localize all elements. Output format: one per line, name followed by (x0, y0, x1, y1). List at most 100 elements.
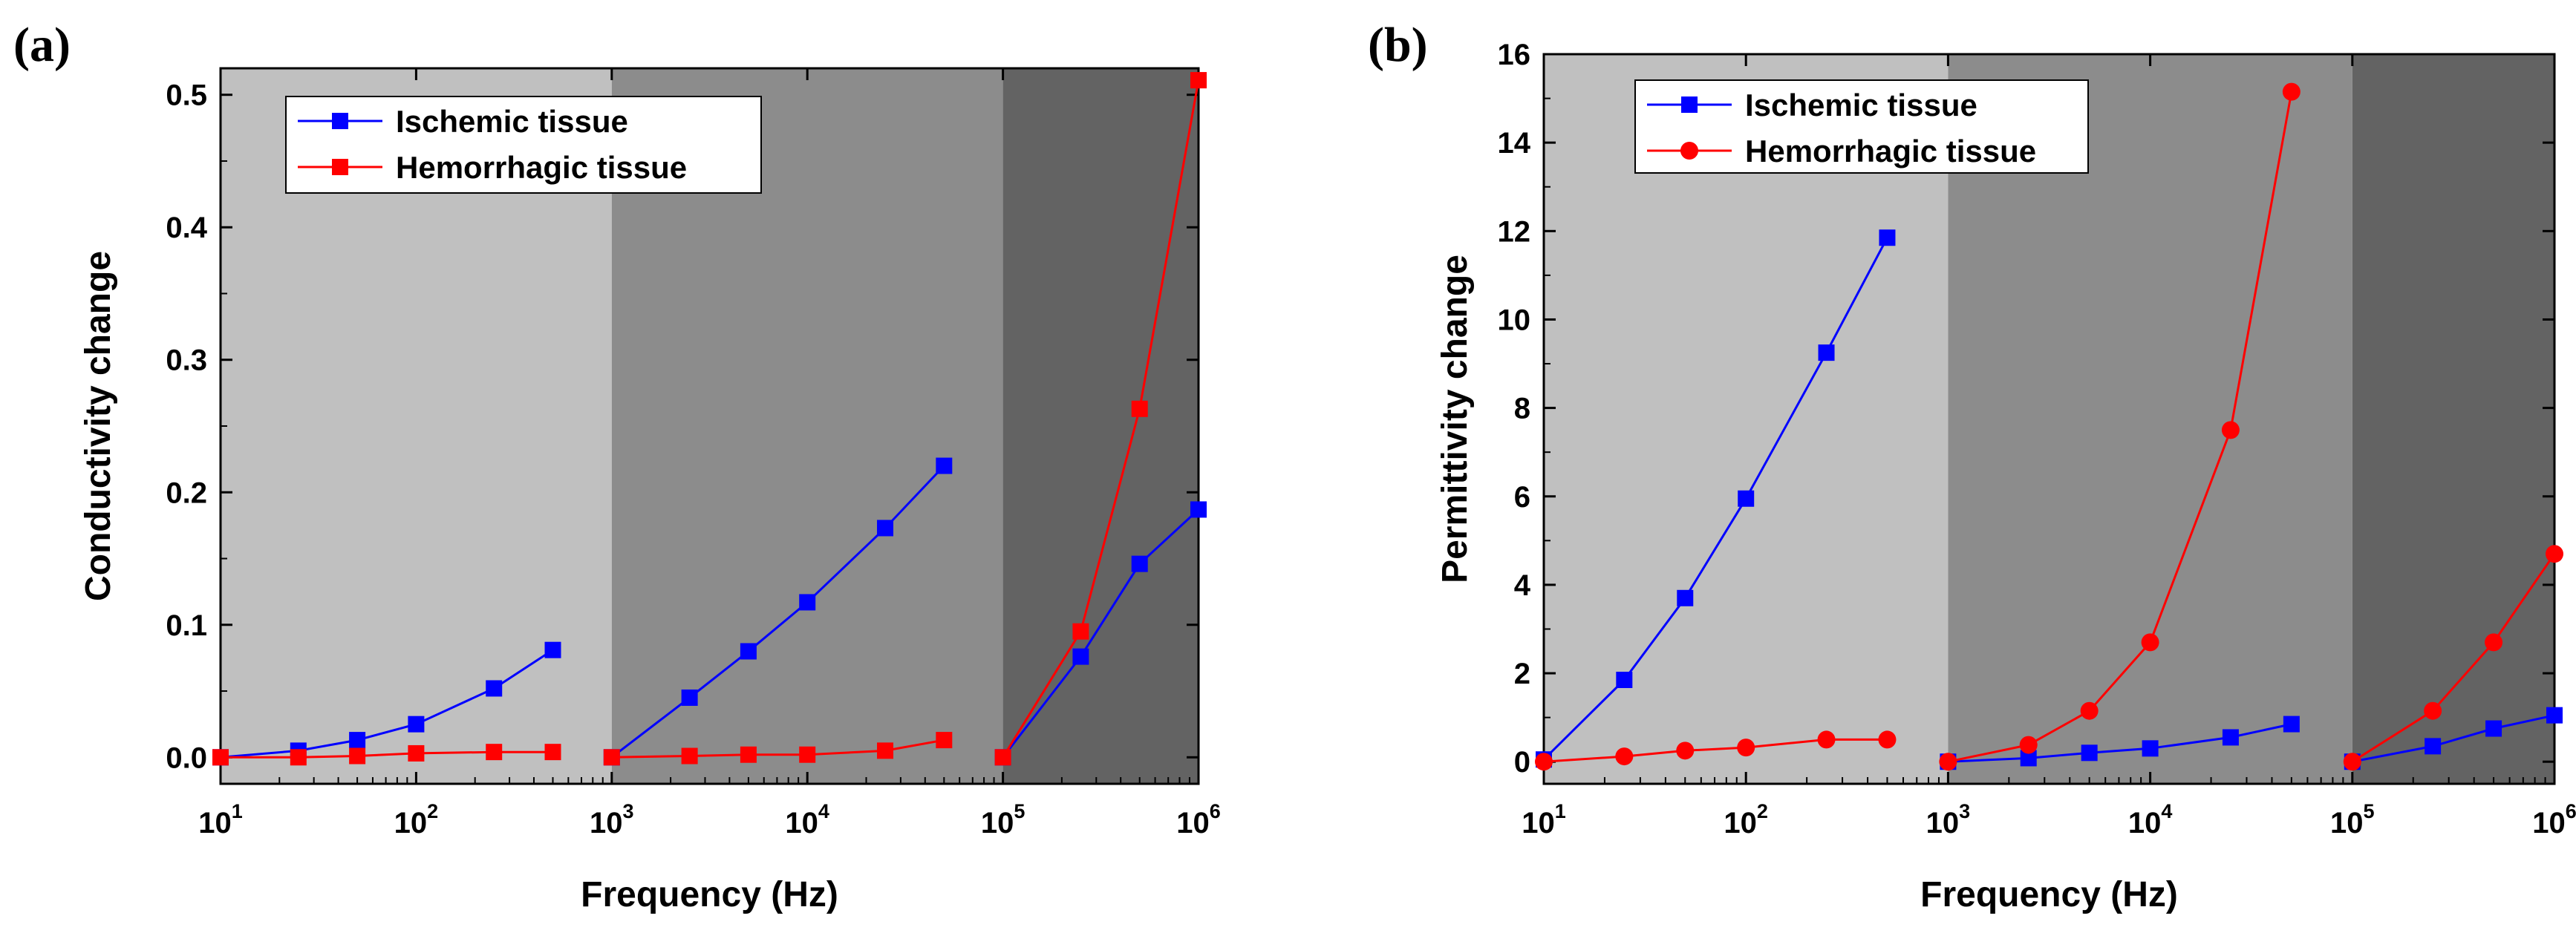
series-line-segment (1948, 723, 2292, 763)
legend-marker (1681, 96, 1698, 113)
series-line-segment (1002, 508, 1200, 759)
y-tick-label: 0.4 (166, 212, 207, 244)
data-point (740, 746, 757, 763)
y-tick-label: 0.3 (166, 344, 207, 377)
data-point (1879, 229, 1896, 246)
y-tick-label: 10 (1498, 304, 1531, 336)
y-tick-label: 8 (1514, 393, 1530, 425)
data-point (2020, 750, 2037, 767)
data-point (994, 749, 1011, 766)
series-line-segment (1542, 237, 1888, 761)
data-point (408, 744, 425, 762)
data-point (2425, 738, 2442, 755)
data-point (2222, 729, 2239, 746)
series-hemorrhagic (1535, 82, 2563, 771)
data-point (1737, 739, 1755, 757)
series-line-segment (1543, 738, 1888, 763)
data-point (1131, 400, 1148, 417)
data-point (486, 744, 503, 761)
data-point (936, 732, 953, 749)
data-point (799, 594, 816, 611)
data-point (877, 742, 894, 759)
data-point (2424, 701, 2442, 720)
series-line-segment (1002, 79, 1200, 759)
data-point (1677, 589, 1694, 606)
x-tick-label: 102 (394, 800, 439, 839)
data-point (877, 520, 894, 537)
data-point (1615, 747, 1634, 766)
data-point (2546, 707, 2563, 724)
data-point (1190, 72, 1207, 89)
series-line-segment (220, 649, 554, 759)
data-point (1072, 623, 1089, 640)
x-tick-label: 105 (981, 800, 1025, 839)
y-tick-label: 0.0 (166, 742, 207, 774)
data-point (1939, 753, 1957, 771)
x-tick-label: 105 (2330, 800, 2375, 839)
y-axis-title: Conductivity change (79, 251, 118, 601)
data-point (1817, 730, 1836, 749)
data-point (1878, 730, 1897, 749)
legend-label: Hemorrhagic tissue (396, 150, 687, 185)
data-point (1072, 648, 1089, 665)
y-tick-label: 16 (1498, 39, 1531, 71)
shaded-region-3 (2352, 54, 2554, 784)
series-line-segment (611, 739, 945, 759)
data-point (2485, 633, 2503, 652)
y-tick-label: 0.2 (166, 477, 207, 509)
legend-label: Ischemic tissue (1745, 88, 1977, 122)
x-tick-label: 102 (1724, 800, 1768, 839)
y-tick-label: 6 (1514, 481, 1530, 514)
y-tick-label: 4 (1514, 569, 1531, 602)
series-ischemic (212, 457, 1207, 766)
y-tick-label: 12 (1498, 215, 1531, 248)
data-point (349, 732, 366, 749)
data-point (408, 716, 425, 733)
series-hemorrhagic (212, 72, 1207, 766)
data-point (1676, 742, 1695, 760)
data-point (2142, 740, 2159, 757)
series-line-segment (1948, 91, 2293, 763)
legend-marker (1680, 142, 1698, 160)
data-point (1535, 753, 1553, 771)
data-point (681, 747, 698, 765)
data-point (2081, 744, 2098, 762)
series-line-segment (2351, 553, 2556, 763)
data-point (799, 746, 816, 763)
data-point (603, 749, 620, 766)
data-point (1616, 671, 1633, 688)
legend-label: Hemorrhagic tissue (1745, 134, 2036, 168)
shaded-region-2 (1948, 54, 2352, 784)
data-point (1738, 490, 1755, 507)
y-tick-label: 0.1 (166, 609, 207, 642)
shaded-region-1 (1544, 54, 1949, 784)
panel-b: 0 2 4 6 8 10 12 14 16 101 102 103 104 105 106 Ischemic … (1368, 18, 2576, 914)
data-point (2282, 82, 2301, 101)
y-tick-label: 14 (1498, 127, 1531, 160)
x-tick-label: 106 (2532, 800, 2576, 839)
x-tick-label: 101 (1522, 800, 1566, 839)
legend-marker (332, 113, 348, 129)
legend-marker (332, 159, 348, 175)
x-tick-label: 103 (590, 800, 634, 839)
legend-label: Ischemic tissue (396, 104, 628, 139)
x-axis-title: Frequency (Hz) (1920, 875, 2178, 914)
x-tick-label: 103 (1926, 800, 1971, 839)
data-point (1131, 555, 1148, 572)
legend-box (1634, 79, 2089, 174)
x-axis-title: Frequency (Hz) (581, 875, 838, 914)
data-point (2343, 753, 2361, 771)
data-point (2141, 633, 2159, 652)
data-point (936, 457, 953, 474)
x-tick-label: 104 (2128, 800, 2173, 839)
legend-box (285, 96, 762, 194)
shaded-region-3 (1002, 68, 1199, 784)
x-tick-label: 106 (1176, 800, 1221, 839)
plot-frame (219, 67, 1200, 785)
data-point (1818, 344, 1835, 361)
data-point (681, 689, 698, 706)
data-point (212, 749, 229, 766)
data-point (290, 749, 307, 766)
data-point (2019, 736, 2038, 754)
